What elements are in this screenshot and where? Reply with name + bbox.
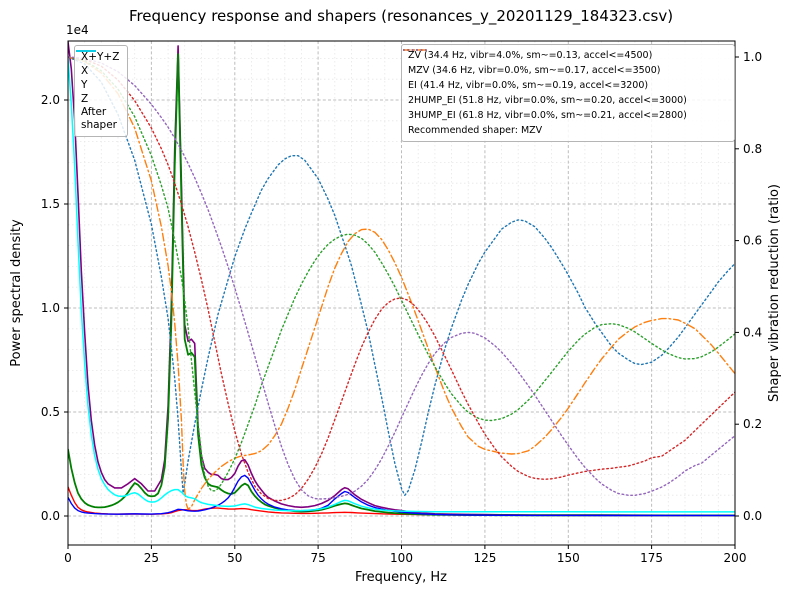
shaper-legend-item-ei: EI (41.4 Hz, vibr=0.0%, sm~=0.19, accel<… [403, 49, 728, 93]
x-tick-label: 175 [640, 551, 663, 565]
series-after_shaper-line [68, 57, 735, 513]
series-3hump_ei-line [68, 56, 735, 500]
chart-title: Frequency response and shapers (resonanc… [129, 7, 673, 26]
y-left-tick-label: 0.0 [41, 509, 60, 523]
y-right-tick-label: 0.6 [743, 234, 762, 248]
shaper-legend-item-3hump_ei-label: 3HUMP_EI (61.8 Hz, vibr=0.0%, sm~=0.21, … [408, 110, 687, 121]
x-tick-label: 200 [724, 551, 747, 565]
x-tick-label: 0 [64, 551, 72, 565]
shaper-legend-item-mzv: MZV (34.6 Hz, vibr=0.0%, sm~=0.17, accel… [403, 49, 728, 78]
legend-swatch-after_shaper [76, 50, 96, 52]
y-axis-left-label: Power spectral density [9, 219, 24, 367]
psd-legend-item-x-label: X [81, 64, 89, 77]
recommended-shaper-note-label: Recommended shaper: MZV [408, 125, 543, 136]
series-2hump_ei-line [68, 56, 735, 502]
series-mzv-line [68, 56, 735, 510]
shaper-legend-item-2hump_ei-label: 2HUMP_EI (51.8 Hz, vibr=0.0%, sm~=0.20, … [408, 95, 687, 106]
y-right-tick-label: 0.8 [743, 142, 762, 156]
psd-legend-item-y: Y [76, 50, 119, 92]
tick-marks [64, 56, 739, 549]
x-tick-label: 150 [557, 551, 580, 565]
x-axis-label: Frequency, Hz [355, 570, 447, 585]
shaper-legend: ZV (34.4 Hz, vibr=4.0%, sm~=0.13, accel<… [401, 44, 735, 142]
psd-legend-item-z: Z [76, 50, 119, 106]
series-ei-line [68, 56, 735, 492]
y-right-tick-label: 0.2 [743, 417, 762, 431]
tick-labels: 0 25 50 75 100 125 150 175 200 0.0 0.5 1.0 1.5 2.0 0.0… [41, 50, 762, 565]
recommended-shaper-note: Recommended shaper: MZV [408, 123, 728, 138]
x-tick-label: 100 [390, 551, 413, 565]
shaper-legend-item-2hump_ei: 2HUMP_EI (51.8 Hz, vibr=0.0%, sm~=0.20, … [403, 49, 728, 108]
series-zv-line [68, 56, 735, 496]
x-tick-label: 125 [473, 551, 496, 565]
y-left-tick-label: 1.0 [41, 301, 60, 315]
shaper-legend-item-zv-label: ZV (34.4 Hz, vibr=4.0%, sm~=0.13, accel<… [408, 50, 653, 61]
y-left-tick-label: 0.5 [41, 405, 60, 419]
psd-legend-item-xyz-label: X+Y+Z [81, 50, 120, 63]
psd-legend-item-y-label: Y [81, 78, 88, 91]
y-left-tick-label: 2.0 [41, 93, 60, 107]
legend-swatch-empty [402, 45, 428, 55]
psd-legend-item-z-label: Z [81, 92, 89, 105]
y-right-tick-label: 0.4 [743, 325, 762, 339]
psd-legend-item-after_shaper-label: After shaper [81, 106, 118, 131]
curves [68, 41, 735, 517]
shaper-legend-item-zv: ZV (34.4 Hz, vibr=4.0%, sm~=0.13, accel<… [403, 48, 728, 63]
shaper-legend-item-3hump_ei: 3HUMP_EI (61.8 Hz, vibr=0.0%, sm~=0.21, … [403, 49, 728, 123]
series-y-line [68, 53, 735, 517]
series-xyz-line [68, 41, 735, 517]
y-axis-offset-text: 1e4 [66, 23, 89, 37]
x-tick-label: 75 [310, 551, 325, 565]
psd-legend-item-after_shaper: After shaper [76, 50, 119, 132]
legend-swatch-mzv [403, 49, 427, 51]
shaper-legend-item-ei-label: EI (41.4 Hz, vibr=0.0%, sm~=0.19, accel<… [408, 80, 649, 91]
psd-legend: X+Y+Z X Y Z After shaper [74, 45, 129, 137]
y-axis-right-label: Shaper vibration reduction (ratio) [767, 184, 782, 402]
x-tick-label: 50 [227, 551, 242, 565]
y-left-tick-label: 1.5 [41, 197, 60, 211]
shaper-legend-item-mzv-label: MZV (34.6 Hz, vibr=0.0%, sm~=0.17, accel… [408, 65, 661, 76]
y-right-tick-label: 1.0 [743, 50, 762, 64]
x-tick-label: 25 [144, 551, 159, 565]
psd-legend-item-x: X [76, 50, 119, 78]
y-right-tick-label: 0.0 [743, 509, 762, 523]
